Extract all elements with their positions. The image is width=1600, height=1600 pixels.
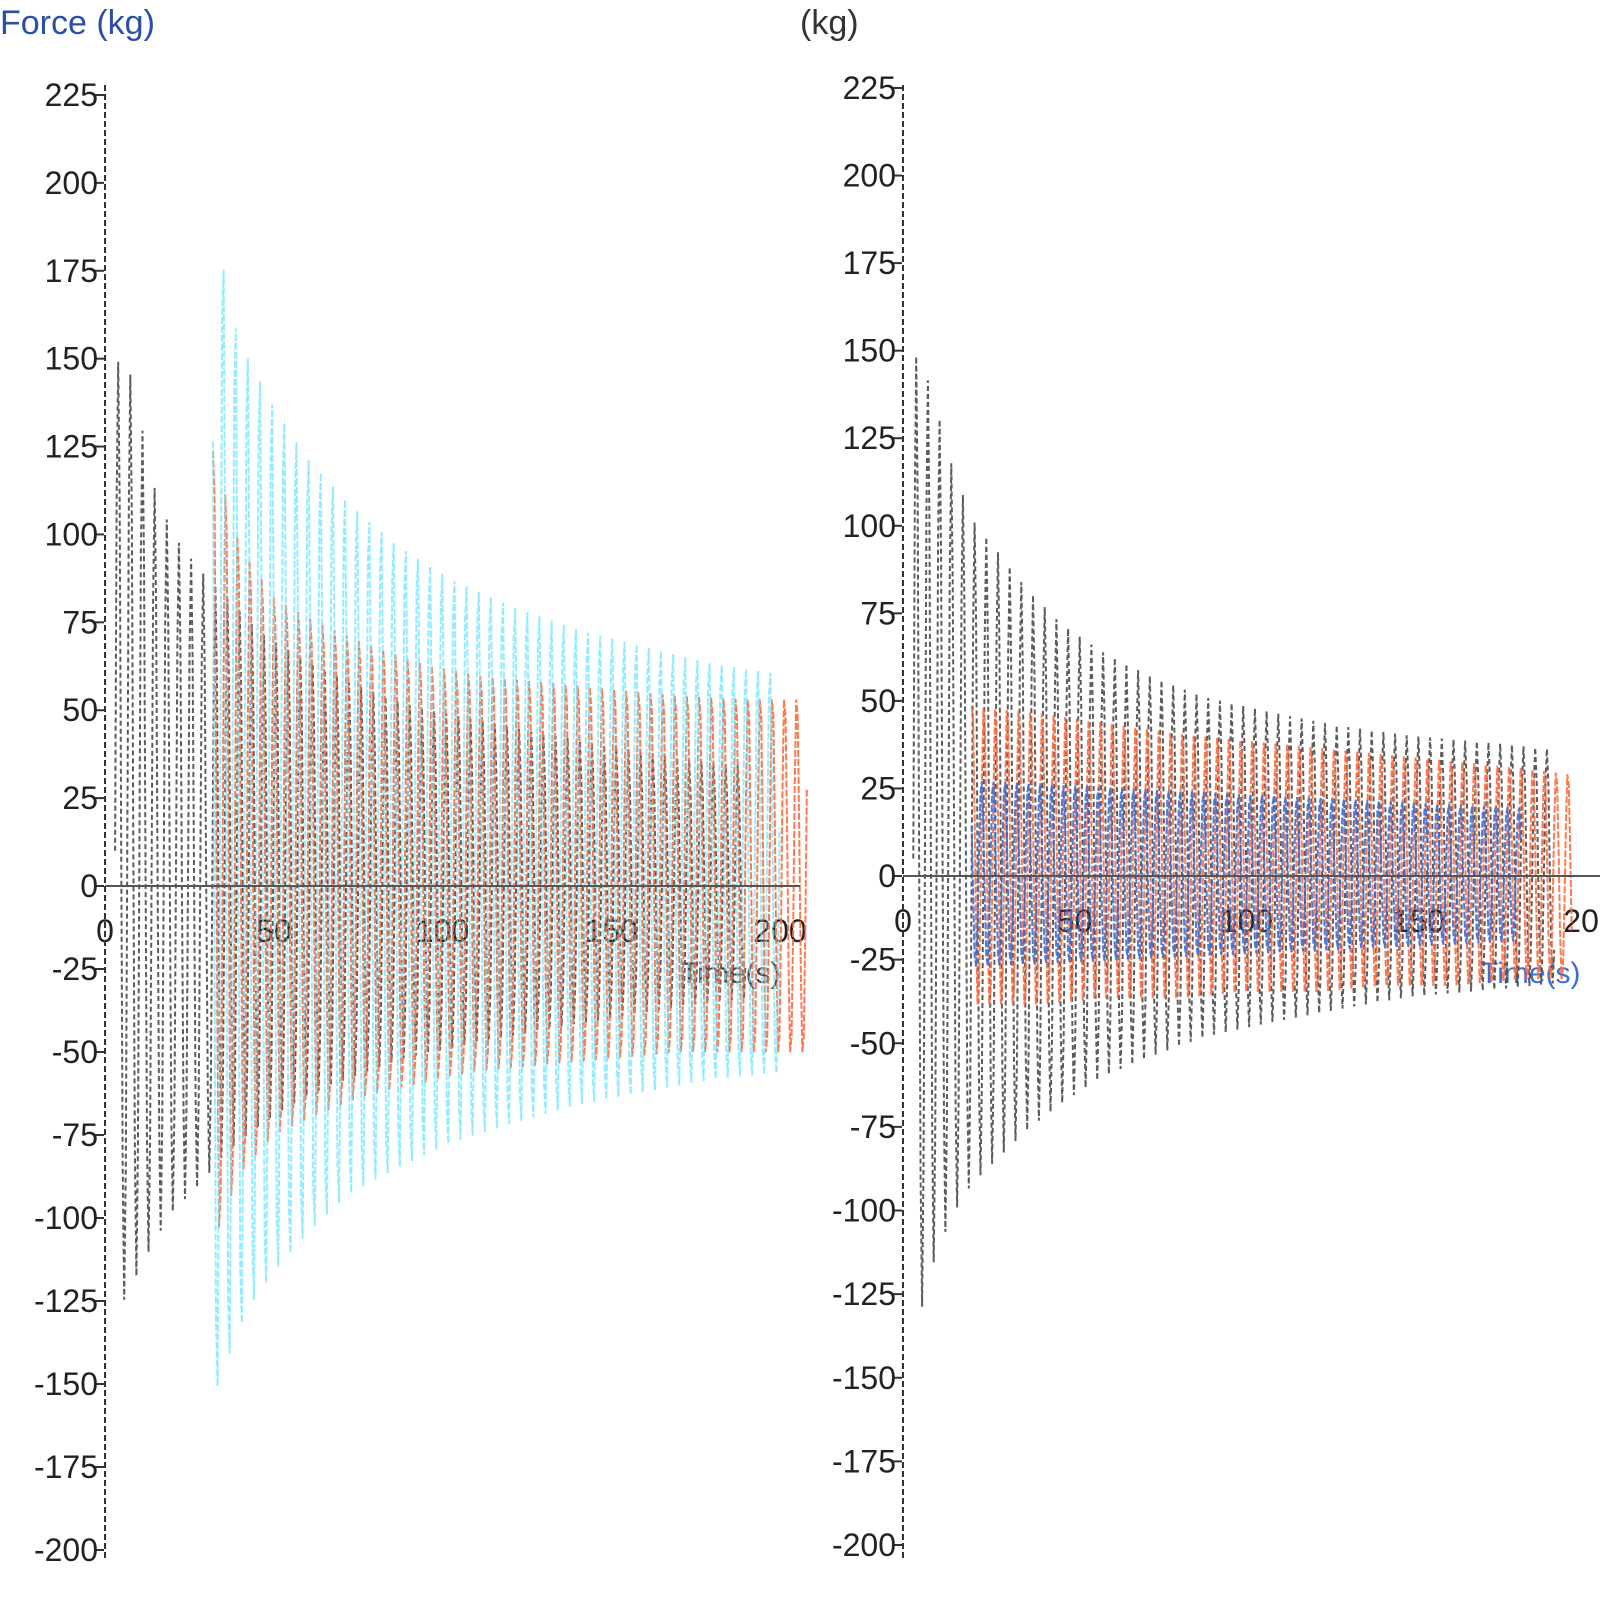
chart-panel-force: Force (kg) Time(s) 225200175150125100755… (0, 4, 808, 1568)
y-tick-label: -100 (34, 1200, 98, 1236)
chart-panel-secondary: (kg) Time(s) 2252001751501251007550250-2… (800, 4, 1600, 1563)
y-tick-label: 175 (45, 253, 98, 289)
y-tick-label: 50 (62, 692, 98, 728)
y-axis-title: (kg) (800, 4, 859, 42)
y-tick-label: 50 (860, 683, 896, 719)
y-tick-label: 75 (62, 604, 98, 640)
y-tick-label: 200 (45, 165, 98, 201)
y-tick-label: -25 (52, 951, 98, 987)
y-tick-label: -75 (850, 1109, 896, 1145)
y-tick-label: 0 (80, 868, 98, 904)
y-tick-label: -175 (832, 1443, 896, 1479)
y-tick-label: -50 (52, 1034, 98, 1070)
y-tick-label: 25 (62, 780, 98, 816)
y-tick-label: 125 (843, 420, 896, 456)
y-tick-label: -25 (850, 942, 896, 978)
y-tick-label: 225 (45, 77, 98, 113)
y-tick-label: -150 (34, 1366, 98, 1402)
y-tick-label: 200 (843, 158, 896, 194)
y-tick-label: -200 (34, 1532, 98, 1568)
y-tick-label: -125 (34, 1283, 98, 1319)
y-tick-label: 100 (45, 516, 98, 552)
y-tick-label: 225 (843, 70, 896, 106)
y-tick-label: 150 (45, 341, 98, 377)
y-tick-label: -150 (832, 1360, 896, 1396)
y-tick-label: 25 (860, 770, 896, 806)
x-tick-label: 0 (894, 903, 912, 939)
y-tick-label: -50 (850, 1025, 896, 1061)
y-tick-label: 175 (843, 245, 896, 281)
y-tick-label: 125 (45, 429, 98, 465)
y-tick-label: 100 (843, 508, 896, 544)
y-tick-label: 75 (860, 595, 896, 631)
y-axis-title: Force (kg) (0, 4, 155, 42)
y-tick-label: -100 (832, 1193, 896, 1229)
x-tick-label: 200 (1563, 903, 1600, 939)
y-tick-label: -200 (832, 1527, 896, 1563)
series-line-3 (970, 781, 1522, 967)
series-line-1 (912, 356, 1556, 1307)
y-tick-label: 0 (878, 858, 896, 894)
y-tick-label: -125 (832, 1276, 896, 1312)
y-tick-label: 150 (843, 333, 896, 369)
series-line-2 (970, 706, 1573, 1005)
series-line-3 (212, 269, 781, 1387)
y-tick-label: -75 (52, 1117, 98, 1153)
y-tick-label: -175 (34, 1449, 98, 1485)
